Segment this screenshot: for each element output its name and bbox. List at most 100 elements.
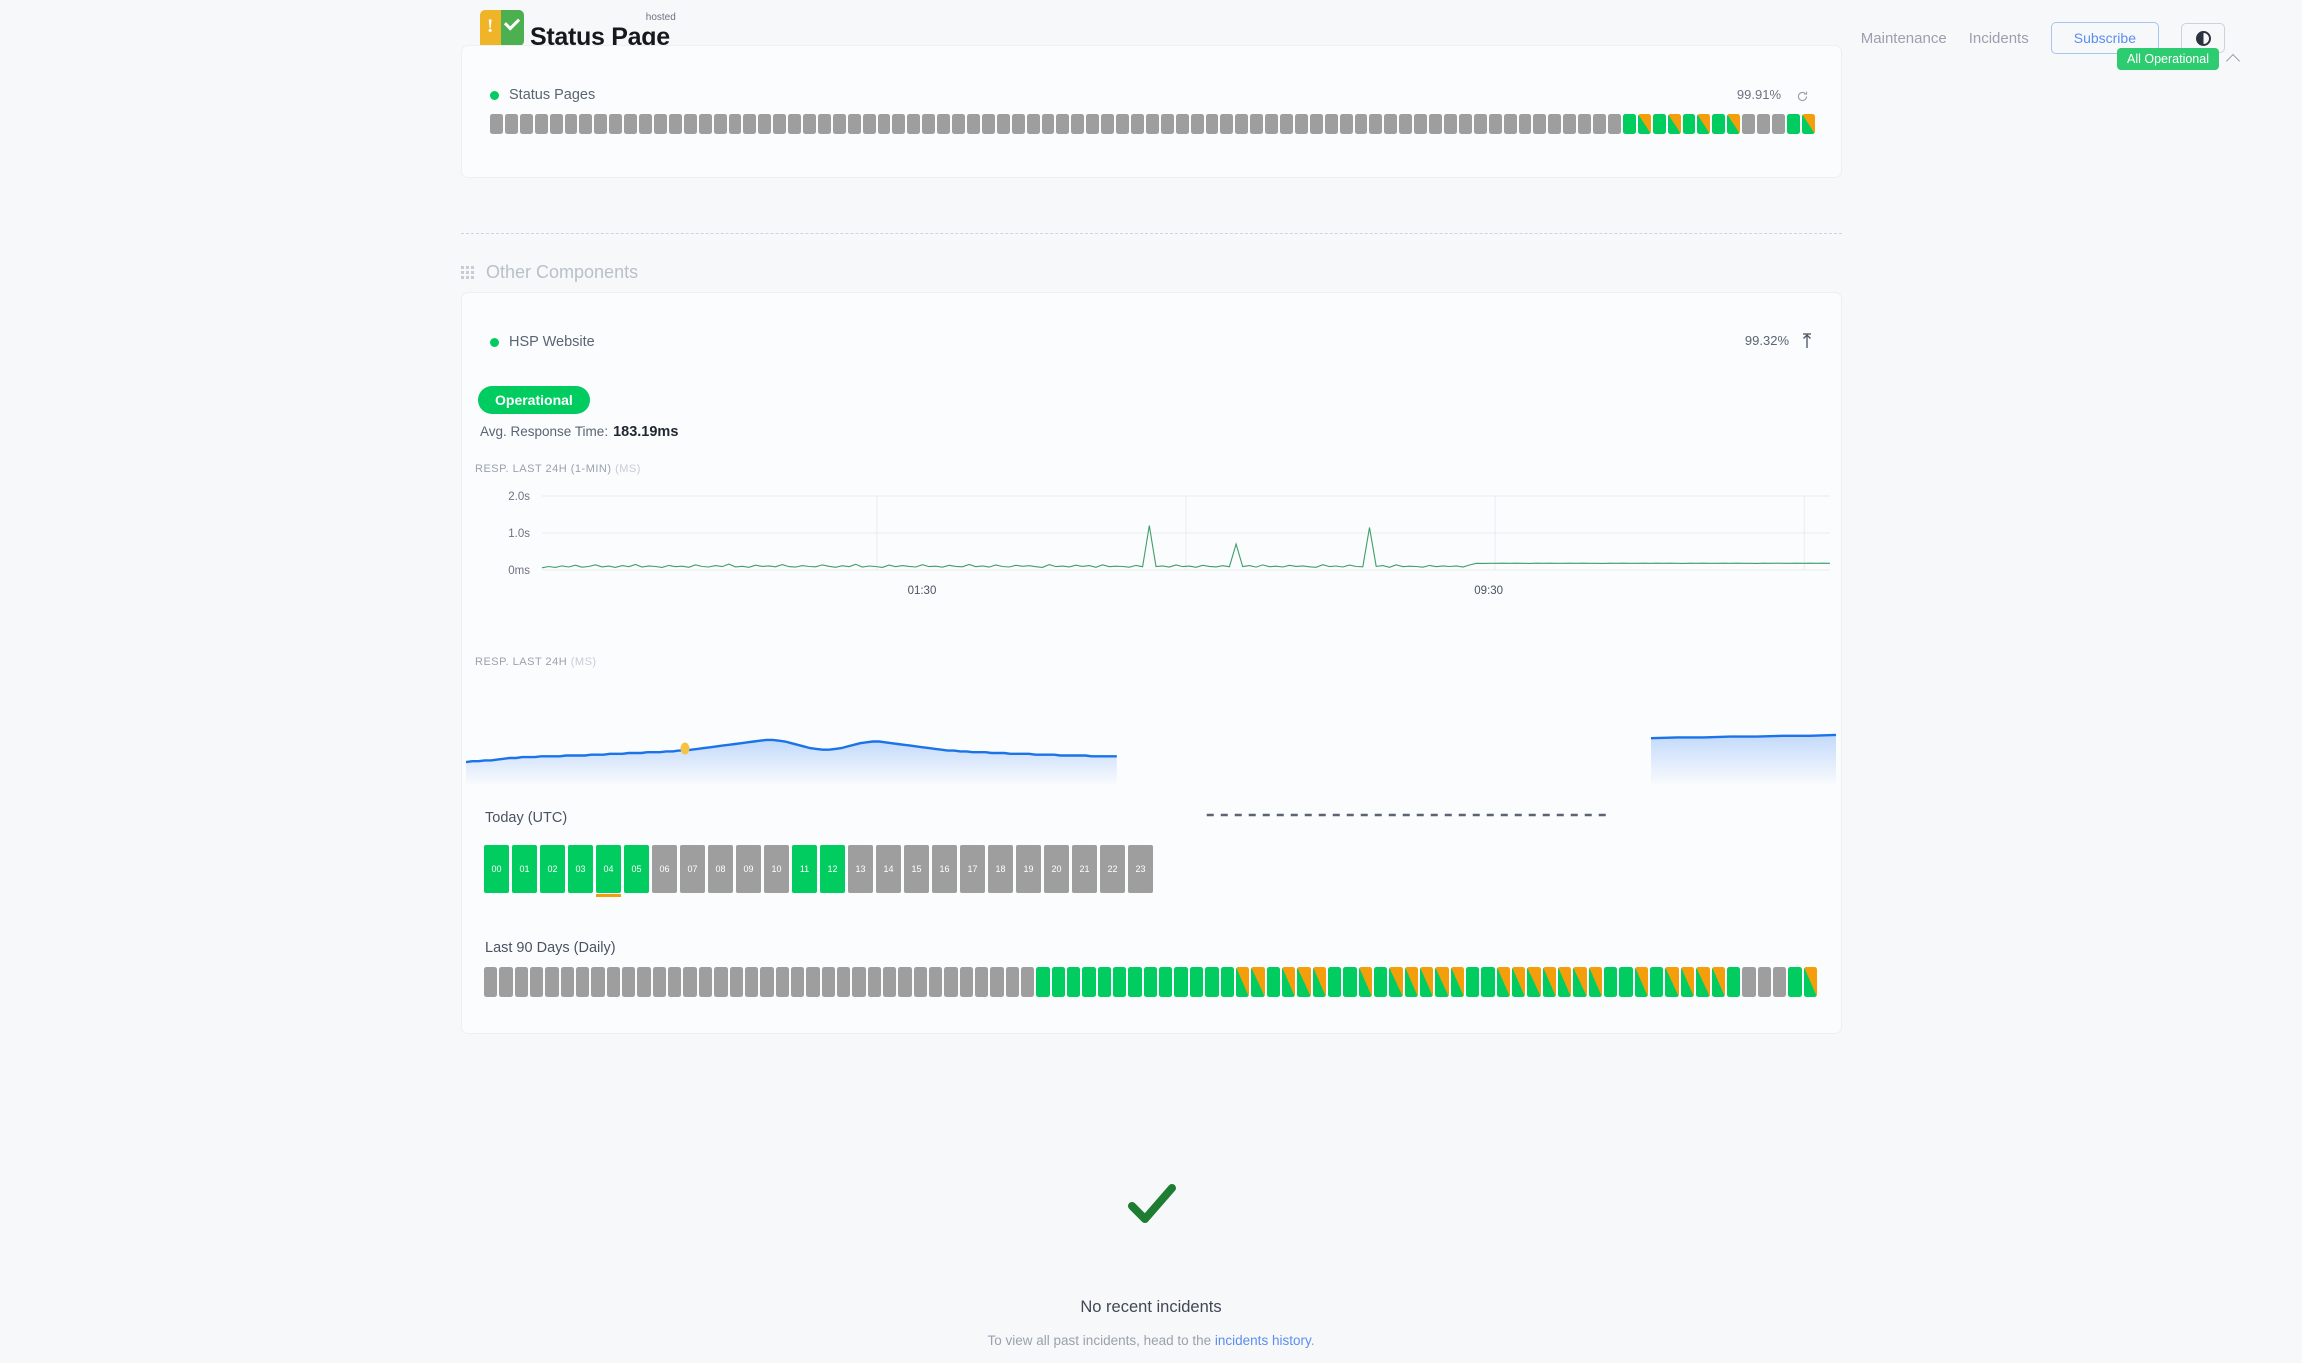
day-segment[interactable] [560, 967, 575, 997]
uptime-segment[interactable] [1458, 114, 1472, 134]
hour-cell[interactable]: 05 [624, 845, 649, 893]
day-segment[interactable] [1281, 967, 1296, 997]
uptime-segment[interactable] [564, 114, 578, 134]
uptime-segment[interactable] [1563, 114, 1577, 134]
day-segment[interactable] [1189, 967, 1204, 997]
uptime-segment[interactable] [803, 114, 816, 134]
hour-cell[interactable]: 00 [484, 845, 509, 893]
uptime-segment[interactable] [817, 114, 831, 134]
uptime-segment[interactable] [1324, 114, 1338, 134]
nav-maintenance[interactable]: Maintenance [1860, 29, 1947, 47]
hour-cell[interactable]: 21 [1072, 845, 1097, 893]
hour-cell[interactable]: 16 [932, 845, 957, 893]
uptime-segment[interactable] [1369, 114, 1383, 134]
uptime-segment[interactable] [1533, 114, 1547, 134]
uptime-segment[interactable] [862, 114, 876, 134]
day-segment[interactable] [1588, 967, 1603, 997]
uptime-segment[interactable] [1399, 114, 1413, 134]
uptime-segment[interactable] [1160, 114, 1174, 134]
day-segment[interactable] [1558, 967, 1572, 997]
hour-cell[interactable]: 04 [596, 845, 621, 897]
day-segment[interactable] [760, 967, 774, 997]
hour-cell[interactable]: 23 [1128, 845, 1153, 893]
uptime-segment[interactable] [847, 114, 861, 134]
uptime-segment[interactable] [981, 114, 995, 134]
uptime-segment[interactable] [1011, 114, 1025, 134]
uptime-segment[interactable] [967, 114, 980, 134]
uptime-segment[interactable] [1593, 114, 1606, 134]
day-segment[interactable] [1665, 967, 1679, 997]
day-segment[interactable] [622, 967, 636, 997]
uptime-segment[interactable] [952, 114, 965, 134]
day-segment[interactable] [1404, 967, 1418, 997]
day-segment[interactable] [1803, 967, 1817, 997]
day-segment[interactable] [1373, 967, 1388, 997]
day-segment[interactable] [1174, 967, 1188, 997]
uptime-segment[interactable] [788, 114, 802, 134]
hour-cell[interactable]: 17 [960, 845, 985, 893]
hour-cell[interactable]: 20 [1044, 845, 1069, 893]
day-segment[interactable] [1312, 967, 1326, 997]
uptime-segment[interactable] [1771, 114, 1785, 134]
day-segment[interactable] [1143, 967, 1158, 997]
day-segment[interactable] [698, 967, 713, 997]
day-segment[interactable] [652, 967, 667, 997]
subscribe-button[interactable]: Subscribe [2050, 22, 2159, 54]
uptime-segment[interactable] [534, 114, 548, 134]
day-segment[interactable] [1512, 967, 1526, 997]
day-segment[interactable] [514, 967, 529, 997]
day-segment[interactable] [1726, 967, 1741, 997]
uptime-segment[interactable] [1548, 114, 1562, 134]
day-segment[interactable] [1113, 967, 1127, 997]
uptime-segment[interactable] [1727, 114, 1741, 134]
uptime-segment[interactable] [653, 114, 667, 134]
uptime-segment[interactable] [1145, 114, 1159, 134]
today-hourly-bar[interactable]: 00 01 02 03 04 05 06 07 08 09 10 11 12 13 14 15 16 17 18 19… [484, 845, 1153, 897]
day-segment[interactable] [1466, 967, 1480, 997]
hour-cell[interactable]: 12 [820, 845, 845, 893]
uptime-segment[interactable] [624, 114, 638, 134]
uptime-segment[interactable] [1682, 114, 1696, 134]
hour-cell[interactable]: 02 [540, 845, 565, 893]
day-segment[interactable] [928, 967, 943, 997]
uptime-segment[interactable] [579, 114, 593, 134]
uptime-segment[interactable] [698, 114, 712, 134]
uptime-segment[interactable] [1220, 114, 1234, 134]
uptime-segment[interactable] [1384, 114, 1398, 134]
uptime-segment[interactable] [1473, 114, 1487, 134]
uptime-segment[interactable] [1235, 114, 1249, 134]
hour-cell[interactable]: 11 [792, 845, 817, 893]
hour-cell[interactable]: 03 [568, 845, 593, 893]
uptime-segment[interactable] [1786, 114, 1800, 134]
hour-cell[interactable]: 10 [764, 845, 789, 893]
day-segment[interactable] [1205, 967, 1219, 997]
day-segment[interactable] [1435, 967, 1449, 997]
day-segment[interactable] [1021, 967, 1035, 997]
day-segment[interactable] [1266, 967, 1280, 997]
hour-cell[interactable]: 14 [876, 845, 901, 893]
hour-cell[interactable]: 22 [1100, 845, 1125, 893]
uptime-segment[interactable] [490, 114, 503, 134]
uptime-segment[interactable] [1503, 114, 1517, 134]
uptime-segment[interactable] [1101, 114, 1115, 134]
current-point-marker[interactable] [680, 742, 690, 755]
day-segment[interactable] [1051, 967, 1066, 997]
uptime-segment[interactable] [1757, 114, 1770, 134]
day-segment[interactable] [806, 967, 820, 997]
day-segment[interactable] [714, 967, 728, 997]
uptime-segment[interactable] [1712, 114, 1726, 134]
day-segment[interactable] [1696, 967, 1710, 997]
uptime-segment[interactable] [1742, 114, 1756, 134]
uptime-segment[interactable] [1056, 114, 1070, 134]
uptime-segment[interactable] [1354, 114, 1368, 134]
hour-cell[interactable]: 09 [736, 845, 761, 893]
uptime-segment[interactable] [683, 114, 697, 134]
day-segment[interactable] [944, 967, 958, 997]
uptime-segment[interactable] [609, 114, 623, 134]
uptime-segment[interactable] [1488, 114, 1502, 134]
uptime-segment[interactable] [1801, 114, 1815, 134]
day-segment[interactable] [775, 967, 789, 997]
day-segment[interactable] [913, 967, 927, 997]
hour-cell[interactable]: 06 [652, 845, 677, 893]
day-segment[interactable] [1619, 967, 1633, 997]
